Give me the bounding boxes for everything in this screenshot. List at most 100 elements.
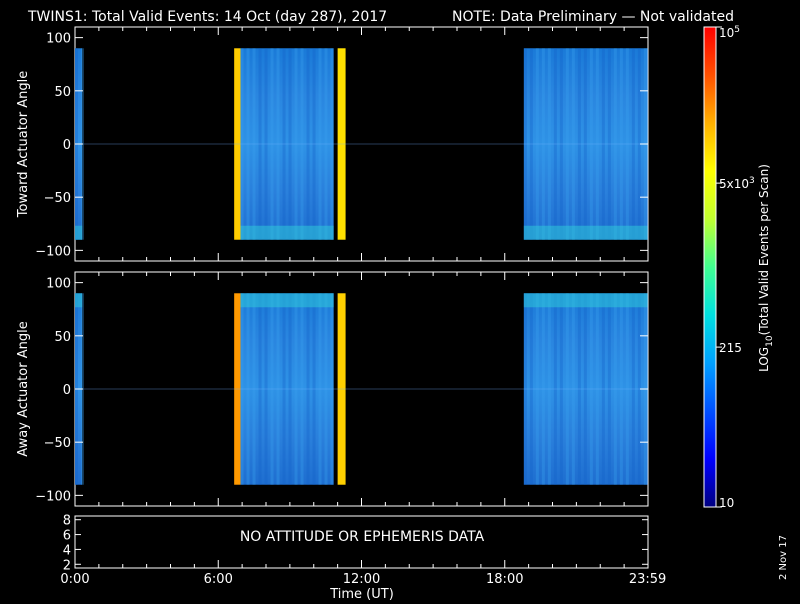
heatmap-stripe bbox=[240, 48, 244, 240]
heatmap-stripe bbox=[595, 48, 599, 240]
y-tick-label: 0 bbox=[63, 138, 71, 153]
colorbar: 105 5x103 215 10 LOG10(Total Valid Events p… bbox=[703, 25, 775, 510]
heatmap-stripe bbox=[529, 293, 533, 485]
heatmap-edge-band bbox=[523, 225, 648, 240]
heatmap-stripe bbox=[324, 48, 328, 240]
heatmap-stripe bbox=[583, 48, 587, 240]
y-tick-label: 8 bbox=[63, 514, 71, 529]
colorbar-gradient bbox=[703, 26, 717, 508]
x-tick-label: 23:59 bbox=[629, 572, 666, 587]
x-tick-label: 0:00 bbox=[60, 572, 89, 587]
y-tick-label: −50 bbox=[44, 191, 71, 206]
heatmap-stripe bbox=[541, 48, 545, 240]
heatmap-stripe bbox=[589, 293, 593, 485]
colorbar-tick-label: 10 bbox=[719, 496, 734, 510]
x-axis-ticks: 0:00 6:00 12:00 18:00 23:59 bbox=[60, 560, 666, 587]
heatmap-stripe bbox=[312, 293, 316, 485]
y-tick-label: −50 bbox=[44, 436, 71, 451]
heatmap-stripe bbox=[577, 48, 581, 240]
heatmap-stripe bbox=[565, 293, 569, 485]
heatmap-stripe bbox=[252, 48, 256, 240]
heatmap-stripe bbox=[547, 48, 551, 240]
heatmap-stripe bbox=[547, 293, 551, 485]
heatmap-stripe bbox=[613, 293, 617, 485]
heatmap-stripe bbox=[276, 293, 280, 485]
y-tick-label: −100 bbox=[35, 244, 71, 259]
y-tick-label: 2 bbox=[63, 558, 71, 573]
toward-ylabel: Toward Actuator Angle bbox=[16, 71, 31, 218]
heatmap-stripe bbox=[252, 293, 256, 485]
heatmap-stripe bbox=[258, 293, 262, 485]
heatmap-segment bbox=[240, 48, 334, 240]
y-tick-label: 0 bbox=[63, 383, 71, 398]
heatmap-segment bbox=[337, 293, 346, 485]
heatmap-stripe bbox=[294, 48, 298, 240]
heatmap-stripe bbox=[270, 48, 274, 240]
chart-title: TWINS1: Total Valid Events: 14 Oct (day … bbox=[27, 9, 387, 25]
heatmap-stripe bbox=[288, 293, 292, 485]
heatmap-stripe bbox=[577, 293, 581, 485]
heatmap-stripe bbox=[559, 293, 563, 485]
away-y-ticks: 100 50 0 −50 −100 bbox=[35, 272, 649, 506]
y-tick-label: 100 bbox=[46, 277, 71, 292]
heatmap-stripe bbox=[264, 48, 268, 240]
heatmap-stripe bbox=[637, 48, 641, 240]
y-tick-label: 50 bbox=[54, 330, 71, 345]
heatmap-stripe bbox=[631, 293, 635, 485]
x-axis-label: Time (UT) bbox=[329, 587, 394, 600]
heatmap-stripe bbox=[324, 293, 328, 485]
x-tick-label: 6:00 bbox=[204, 572, 233, 587]
away-ylabel: Away Actuator Angle bbox=[16, 321, 31, 456]
heatmap-segment bbox=[234, 293, 241, 485]
heatmap-stripe bbox=[559, 48, 563, 240]
heatmap-segment bbox=[234, 48, 241, 240]
heatmap-stripe bbox=[306, 48, 310, 240]
heatmap-stripe bbox=[595, 293, 599, 485]
heatmap-stripe bbox=[607, 293, 611, 485]
heatmap-stripe bbox=[300, 293, 304, 485]
heatmap-stripe bbox=[240, 293, 244, 485]
date-stamp: 2 Nov 17 bbox=[778, 535, 789, 580]
colorbar-tick-label: 105 bbox=[719, 25, 740, 40]
heatmap-edge-band bbox=[75, 225, 83, 240]
y-tick-label: 6 bbox=[63, 529, 71, 544]
colorbar-tick-label: 5x103 bbox=[719, 176, 755, 191]
heatmap-stripe bbox=[529, 48, 533, 240]
heatmap-edge-band bbox=[240, 293, 334, 308]
heatmap-stripe bbox=[541, 293, 545, 485]
heatmap-stripe bbox=[613, 48, 617, 240]
heatmap-stripe bbox=[583, 293, 587, 485]
heatmap-stripe bbox=[601, 293, 605, 485]
away-angle-panel: 100 50 0 −50 −100 Away Actuator Angle bbox=[16, 271, 649, 507]
heatmap-stripe bbox=[294, 293, 298, 485]
heatmap-stripe bbox=[523, 293, 527, 485]
heatmap-segment bbox=[523, 293, 648, 485]
heatmap-stripe bbox=[306, 293, 310, 485]
heatmap-stripe bbox=[246, 48, 250, 240]
heatmap-stripe bbox=[637, 293, 641, 485]
heatmap-stripe bbox=[523, 48, 527, 240]
heatmap-stripe bbox=[270, 293, 274, 485]
y-tick-label: −100 bbox=[35, 489, 71, 504]
heatmap-stripe bbox=[264, 293, 268, 485]
heatmap-stripe bbox=[589, 48, 593, 240]
colorbar-label: LOG10(Total Valid Events per Scan) bbox=[757, 164, 775, 372]
heatmap-stripe bbox=[282, 48, 286, 240]
toward-y-ticks: 100 50 0 −50 −100 bbox=[35, 27, 649, 261]
heatmap-stripe bbox=[571, 293, 575, 485]
heatmap-stripe bbox=[312, 48, 316, 240]
x-tick-label: 12:00 bbox=[343, 572, 380, 587]
heatmap-stripe bbox=[318, 293, 322, 485]
heatmap-stripe bbox=[276, 48, 280, 240]
heatmap-stripe bbox=[571, 48, 575, 240]
heatmap-stripe bbox=[330, 293, 334, 485]
heatmap-stripe bbox=[246, 293, 250, 485]
heatmap-segment bbox=[337, 48, 346, 240]
heatmap-stripe bbox=[625, 48, 629, 240]
heatmap-stripe bbox=[619, 48, 623, 240]
heatmap-stripe bbox=[601, 48, 605, 240]
heatmap-stripe bbox=[565, 48, 569, 240]
